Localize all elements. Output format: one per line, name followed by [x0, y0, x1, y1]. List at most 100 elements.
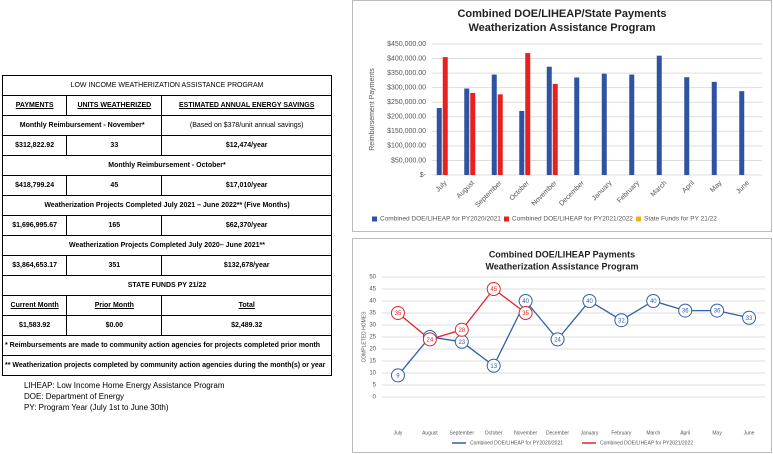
y-tick-label: $-: [420, 172, 427, 179]
data-label: 13: [490, 364, 497, 370]
bar: [739, 91, 745, 175]
y-tick-label: 10: [369, 371, 376, 377]
data-label: 40: [522, 299, 529, 305]
x-tick-label: April: [680, 430, 690, 436]
bar: [497, 94, 503, 175]
data-point: [550, 332, 565, 347]
x-tick-label: August: [456, 180, 476, 200]
data-label: 36: [714, 309, 721, 315]
x-tick-label: August: [422, 430, 438, 436]
y-tick-label: 25: [369, 335, 376, 341]
x-tick-label: November: [514, 430, 537, 436]
glossary-item: PY: Program Year (July 1st to June 30th): [24, 403, 169, 412]
data-point: [390, 306, 405, 320]
bar: [470, 92, 476, 175]
column-header: Prior Month: [66, 295, 163, 316]
y-axis-title: Reimbursement Payments: [369, 68, 376, 151]
x-tick-label: January: [581, 430, 599, 436]
data-label: 35: [395, 311, 402, 317]
y-tick-label: 0: [373, 395, 377, 401]
data-label: 24: [427, 337, 434, 343]
y-tick-label: $450,000.00: [387, 41, 426, 48]
legend-label: Combined DOE/LIHEAP for PY2021/2022: [600, 440, 693, 446]
glossary-item: LIHEAP: Low Income Home Energy Assistanc…: [24, 381, 225, 390]
x-tick-label: July: [435, 179, 449, 193]
y-tick-label: $350,000.00: [387, 70, 426, 77]
x-tick-label: October: [508, 179, 531, 202]
y-tick-label: 15: [369, 359, 376, 365]
bar: [436, 108, 442, 175]
data-point: [582, 294, 597, 308]
bar: [552, 83, 558, 175]
x-tick-label: October: [485, 430, 503, 436]
bar: [601, 73, 607, 175]
x-tick-label: September: [474, 179, 504, 209]
x-tick-label: January: [591, 179, 614, 202]
y-tick-label: $400,000.00: [387, 55, 426, 62]
chart-subtitle: Weatherization Assistance Program: [468, 22, 655, 34]
y-tick-label: 5: [373, 383, 377, 389]
data-label: 9: [396, 373, 400, 379]
chart-title: Combined DOE/LIHEAP/State Payments: [457, 8, 666, 20]
y-tick-label: $100,000.00: [387, 143, 426, 150]
data-point: [422, 332, 437, 347]
y-tick-label: 40: [369, 299, 376, 305]
x-tick-label: February: [611, 430, 632, 436]
data-point: [486, 358, 501, 373]
legend-label: Combined DOE/LIHEAP for PY2020/2021: [380, 216, 501, 223]
data-label: 35: [522, 311, 529, 317]
y-tick-label: $200,000.00: [387, 114, 426, 121]
data-point: [390, 368, 405, 383]
x-tick-label: March: [650, 180, 669, 199]
chart-frame: [352, 0, 772, 232]
data-point: [518, 306, 533, 320]
y-tick-label: $250,000.00: [387, 99, 426, 106]
chart-title: Combined DOE/LIHEAP Payments: [489, 249, 635, 259]
y-tick-label: 50: [369, 275, 376, 281]
x-tick-label: December: [546, 430, 569, 436]
glossary: LIHEAP: Low Income Home Energy Assistanc…: [24, 380, 225, 413]
data-point: [614, 313, 629, 328]
column-header: Current Month: [1, 295, 68, 316]
legend-swatch: [372, 216, 377, 222]
x-tick-label: September: [450, 430, 475, 436]
data-label: 32: [618, 318, 625, 324]
x-tick-label: March: [646, 430, 660, 436]
legend-label: Combined DOE/LIHEAP for PY2020/2021: [470, 440, 563, 446]
y-tick-label: 45: [369, 287, 376, 293]
bar: [656, 55, 662, 176]
x-tick-label: June: [735, 180, 751, 196]
data-point: [486, 282, 501, 296]
bar: [546, 66, 552, 175]
bar: [519, 110, 525, 175]
y-axis-title: COMPLETED HOMES: [361, 311, 367, 363]
data-label: 40: [650, 299, 657, 305]
y-tick-label: 30: [369, 323, 376, 329]
y-tick-label: $50,000.00: [391, 157, 426, 164]
cell: $3,864,653.17: [1, 255, 68, 276]
y-tick-label: $300,000.00: [387, 85, 426, 92]
data-point: [742, 310, 757, 325]
bar: [629, 74, 635, 175]
legend-label: State Funds for PY 21/22: [644, 216, 717, 223]
bar: [491, 74, 497, 175]
legend-swatch: [636, 216, 641, 222]
y-tick-label: $150,000.00: [387, 128, 426, 135]
x-tick-label: November: [531, 179, 559, 207]
footnote: ** Weatherization projects completed by …: [2, 355, 332, 376]
x-tick-label: July: [394, 430, 403, 436]
chart-frame: [352, 238, 772, 453]
data-point: [646, 294, 661, 308]
x-tick-label: May: [712, 430, 722, 436]
glossary-item: DOE: Department of Energy: [24, 392, 125, 401]
legend-swatch: [504, 216, 509, 222]
y-tick-label: 35: [369, 311, 376, 317]
x-tick-label: May: [709, 179, 724, 194]
bar: [464, 88, 470, 175]
data-label: 36: [682, 309, 689, 315]
bar: [684, 77, 690, 175]
x-tick-label: April: [681, 179, 696, 194]
bar: [711, 81, 717, 175]
